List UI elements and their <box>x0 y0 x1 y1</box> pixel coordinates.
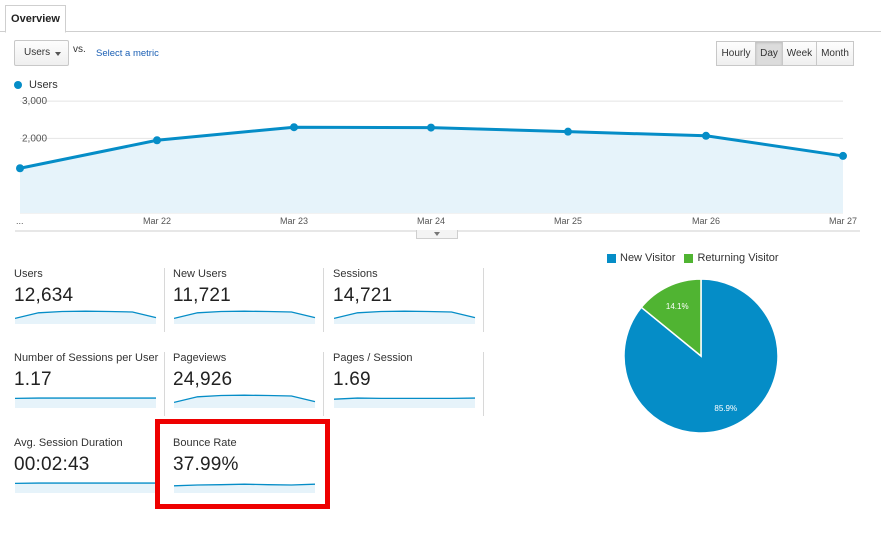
metric-value: 37.99% <box>173 454 239 475</box>
area-fill <box>20 127 843 213</box>
data-point[interactable] <box>290 123 298 132</box>
visitor-pie-chart: 85.9% 14.1% <box>623 278 779 434</box>
metric-label: Avg. Session Duration <box>14 437 123 449</box>
metric-value: 12,634 <box>14 285 74 306</box>
data-point[interactable] <box>427 123 435 132</box>
metric-tile-sessions[interactable]: Sessions 14,721 <box>333 268 483 340</box>
sparkline-fill <box>15 398 156 408</box>
sparkline-line <box>334 310 476 320</box>
metric-value: 14,721 <box>333 285 393 306</box>
x-tick-label: ... <box>16 216 24 226</box>
sparkline <box>15 310 157 324</box>
metric-value: 11,721 <box>173 285 231 306</box>
chart-expand-handle[interactable] <box>416 230 458 239</box>
legend-returning-visitor-label: Returning Visitor <box>697 252 779 264</box>
pie-slice-label: 85.9% <box>714 404 737 413</box>
metric-value: 1.17 <box>14 369 52 390</box>
sparkline-line <box>334 397 476 400</box>
legend-item-returning-visitor[interactable]: Returning Visitor <box>684 252 779 264</box>
divider <box>164 268 165 332</box>
metric-value: 00:02:43 <box>14 454 90 475</box>
x-tick-label: Mar 23 <box>280 216 308 226</box>
metric-tile-bounce-rate[interactable]: Bounce Rate 37.99% <box>173 437 323 509</box>
metric-label: Users <box>14 268 43 280</box>
sparkline-fill <box>15 311 156 324</box>
x-tick-label: Mar 26 <box>692 216 720 226</box>
data-point[interactable] <box>839 151 847 160</box>
x-tick-label: Mar 22 <box>143 216 171 226</box>
metric-tile-users[interactable]: Users 12,634 <box>14 268 164 340</box>
metric-value: 1.69 <box>333 369 371 390</box>
metric-dropdown[interactable]: Users <box>14 40 69 66</box>
data-point[interactable] <box>702 131 710 140</box>
sparkline-line <box>174 310 316 320</box>
sparkline-fill <box>174 311 315 324</box>
week-button[interactable]: Week <box>782 41 817 66</box>
sparkline <box>334 310 476 324</box>
metric-label: Number of Sessions per User <box>14 352 159 364</box>
period-selector: Hourly Day Week Month <box>716 41 854 66</box>
legend-dot-icon <box>14 81 22 89</box>
metric-label: New Users <box>173 268 227 280</box>
metric-label: Sessions <box>333 268 378 280</box>
metric-tile-pages-per-session[interactable]: Pages / Session 1.69 <box>333 352 483 424</box>
y-tick-label: 2,000 <box>22 133 47 144</box>
divider <box>483 268 484 332</box>
metric-tile-pageviews[interactable]: Pageviews 24,926 <box>173 352 323 424</box>
data-point[interactable] <box>153 136 161 145</box>
day-button[interactable]: Day <box>755 41 783 66</box>
highlight-box <box>155 419 330 509</box>
metric-tile-sessions-per-user[interactable]: Number of Sessions per User 1.17 <box>14 352 164 424</box>
x-tick-label: Mar 27 <box>829 216 857 226</box>
sparkline-line <box>174 483 316 487</box>
legend-users-label: Users <box>29 79 58 91</box>
metric-tile-new-users[interactable]: New Users 11,721 <box>173 268 323 340</box>
sparkline <box>334 397 476 408</box>
metric-tile-avg-session-duration[interactable]: Avg. Session Duration 00:02:43 <box>14 437 164 509</box>
tab-overview[interactable]: Overview <box>5 5 66 33</box>
sparkline <box>15 397 156 408</box>
vs-label: vs. <box>73 44 86 55</box>
sparkline <box>174 310 316 324</box>
sparkline <box>174 483 316 493</box>
divider <box>323 268 324 332</box>
metric-value: 24,926 <box>173 369 233 390</box>
y-tick-label: 3,000 <box>22 96 47 107</box>
tab-bar: Overview <box>0 0 881 33</box>
chart-legend: Users <box>14 79 58 91</box>
sparkline-line <box>174 394 316 404</box>
metric-dropdown-label: Users <box>24 47 51 58</box>
sparkline-line <box>15 310 157 320</box>
legend-swatch-icon <box>684 253 694 263</box>
divider <box>164 352 165 416</box>
sparkline-fill <box>334 311 475 324</box>
x-tick-label: Mar 25 <box>554 216 582 226</box>
sparkline <box>174 394 316 408</box>
sparkline-fill <box>334 398 475 408</box>
metric-label: Pageviews <box>173 352 227 364</box>
sparkline-fill <box>174 395 315 408</box>
legend-swatch-icon <box>607 253 616 263</box>
select-metric-link[interactable]: Select a metric <box>96 48 159 59</box>
caret-down-icon <box>434 232 440 236</box>
hourly-button[interactable]: Hourly <box>716 41 756 66</box>
divider <box>323 352 324 416</box>
legend-new-visitor-label: New Visitor <box>620 252 676 264</box>
metric-label: Pages / Session <box>333 352 413 364</box>
caret-down-icon <box>55 52 61 56</box>
x-tick-label: Mar 24 <box>417 216 445 226</box>
pie-slice[interactable] <box>640 278 702 358</box>
data-point[interactable] <box>564 127 572 136</box>
sparkline-fill <box>15 483 156 493</box>
divider <box>483 352 484 416</box>
pie-legend: New Visitor Returning Visitor <box>607 252 788 264</box>
sparkline-fill <box>174 484 315 493</box>
sparkline <box>15 482 156 493</box>
legend-item-new-visitor[interactable]: New Visitor <box>607 252 675 264</box>
data-point[interactable] <box>16 164 24 173</box>
metric-label: Bounce Rate <box>173 437 237 449</box>
pie-slice-label: 14.1% <box>666 302 689 311</box>
month-button[interactable]: Month <box>816 41 854 66</box>
